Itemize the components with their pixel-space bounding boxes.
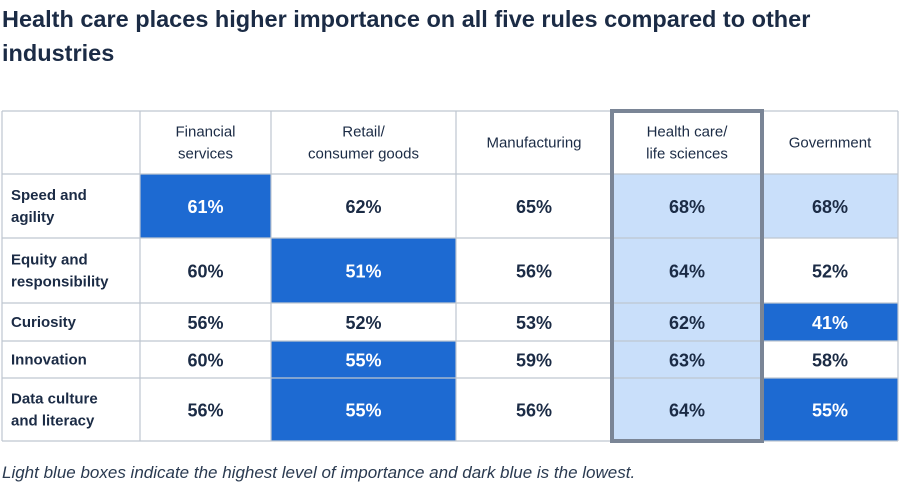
row-label: Speed and agility bbox=[11, 187, 87, 226]
cell-fill bbox=[762, 174, 898, 238]
cell-value: 56% bbox=[187, 401, 223, 421]
cell-value: 56% bbox=[516, 262, 552, 282]
cell-fill bbox=[271, 378, 456, 441]
column-header: Financial services bbox=[175, 124, 235, 163]
column-header: Retail/consumer goods bbox=[308, 124, 419, 163]
cell-fill bbox=[612, 303, 762, 341]
cell-value: 68% bbox=[669, 197, 705, 217]
cell-fill bbox=[456, 174, 612, 238]
cell-fill bbox=[762, 238, 898, 303]
cell-value: 63% bbox=[669, 351, 705, 371]
cell-value: 56% bbox=[516, 401, 552, 421]
cell-value: 58% bbox=[812, 351, 848, 371]
row-label: Equity and responsibility bbox=[11, 252, 109, 291]
importance-table: Financial services Retail/consumer goods Ma… bbox=[1, 109, 899, 443]
cell-fill bbox=[140, 303, 271, 341]
cell-fill bbox=[140, 174, 271, 238]
cell-fill bbox=[271, 303, 456, 341]
cell-value: 61% bbox=[187, 197, 223, 217]
cell-fill bbox=[762, 378, 898, 441]
highlight-column-outline bbox=[610, 109, 764, 443]
cell-value: 64% bbox=[669, 262, 705, 282]
row-label: Data culture and literacy bbox=[11, 391, 98, 430]
cell-fill bbox=[140, 378, 271, 441]
cell-fill bbox=[762, 303, 898, 341]
cell-fill bbox=[612, 341, 762, 378]
cell-value: 55% bbox=[812, 401, 848, 421]
cell-fill bbox=[456, 303, 612, 341]
cell-value: 55% bbox=[345, 351, 381, 371]
cell-fill bbox=[140, 341, 271, 378]
cell-value: 56% bbox=[187, 313, 223, 333]
cell-fill bbox=[140, 238, 271, 303]
column-header: Health care/life sciences bbox=[646, 124, 728, 163]
footnote: Light blue boxes indicate the highest le… bbox=[2, 463, 636, 482]
cell-fill bbox=[271, 341, 456, 378]
cell-fill bbox=[456, 378, 612, 441]
cell-fill bbox=[612, 238, 762, 303]
cell-value: 65% bbox=[516, 197, 552, 217]
cell-value: 62% bbox=[345, 197, 381, 217]
cell-value: 53% bbox=[516, 313, 552, 333]
cell-fill bbox=[612, 174, 762, 238]
column-header: Manufacturing bbox=[486, 135, 581, 152]
column-header: Government bbox=[789, 135, 872, 152]
cell-fill bbox=[271, 174, 456, 238]
row-label: Innovation bbox=[11, 352, 87, 369]
cell-value: 60% bbox=[187, 262, 223, 282]
cell-value: 68% bbox=[812, 197, 848, 217]
cell-value: 64% bbox=[669, 401, 705, 421]
cell-value: 60% bbox=[187, 351, 223, 371]
cell-fill bbox=[762, 341, 898, 378]
cell-value: 51% bbox=[345, 262, 381, 282]
cell-value: 59% bbox=[516, 351, 552, 371]
chart-title: Health care places higher importance on … bbox=[2, 6, 811, 66]
cell-value: 52% bbox=[345, 313, 381, 333]
cell-fill bbox=[456, 341, 612, 378]
cell-fill bbox=[271, 238, 456, 303]
cell-value: 55% bbox=[345, 401, 381, 421]
cell-fill bbox=[456, 238, 612, 303]
row-label: Curiosity bbox=[11, 314, 77, 331]
cell-value: 41% bbox=[812, 313, 848, 333]
cell-fill bbox=[612, 378, 762, 441]
cell-value: 62% bbox=[669, 313, 705, 333]
cell-value: 52% bbox=[812, 262, 848, 282]
